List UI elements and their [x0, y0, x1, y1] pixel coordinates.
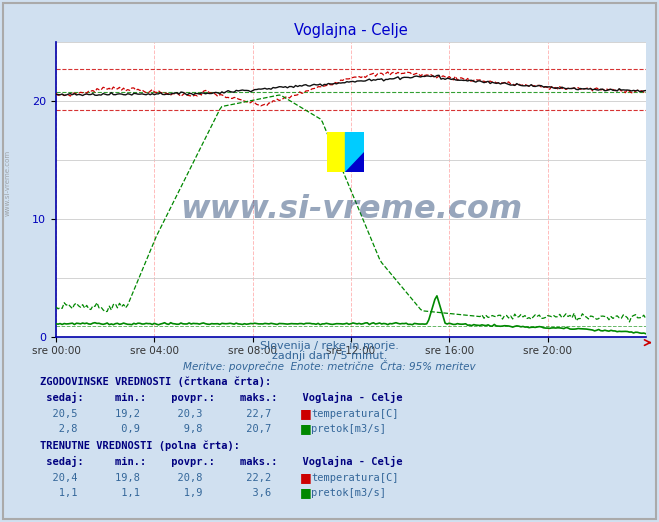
Text: TRENUTNE VREDNOSTI (polna črta):: TRENUTNE VREDNOSTI (polna črta): [40, 441, 239, 452]
Text: pretok[m3/s]: pretok[m3/s] [311, 424, 386, 434]
Text: temperatura[C]: temperatura[C] [311, 473, 399, 483]
Text: sedaj:     min.:    povpr.:    maks.:    Voglajna - Celje: sedaj: min.: povpr.: maks.: Voglajna - C… [40, 456, 402, 467]
Text: ■: ■ [300, 407, 312, 420]
Text: zadnji dan / 5 minut.: zadnji dan / 5 minut. [272, 351, 387, 361]
Text: temperatura[C]: temperatura[C] [311, 409, 399, 419]
Text: ■: ■ [300, 471, 312, 484]
Text: 1,1       1,1       1,9        3,6: 1,1 1,1 1,9 3,6 [40, 489, 271, 499]
Text: ■: ■ [300, 487, 312, 500]
Text: ■: ■ [300, 422, 312, 435]
Text: pretok[m3/s]: pretok[m3/s] [311, 489, 386, 499]
Text: ZGODOVINSKE VREDNOSTI (črtkana črta):: ZGODOVINSKE VREDNOSTI (črtkana črta): [40, 377, 271, 387]
Title: Voglajna - Celje: Voglajna - Celje [294, 23, 408, 38]
Text: 20,5      19,2      20,3       22,7: 20,5 19,2 20,3 22,7 [40, 409, 271, 419]
Text: sedaj:     min.:    povpr.:    maks.:    Voglajna - Celje: sedaj: min.: povpr.: maks.: Voglajna - C… [40, 392, 402, 403]
Text: www.si-vreme.com: www.si-vreme.com [180, 194, 522, 226]
Text: www.si-vreme.com: www.si-vreme.com [5, 150, 11, 216]
Text: Meritve: povprečne  Enote: metrične  Črta: 95% meritev: Meritve: povprečne Enote: metrične Črta:… [183, 360, 476, 372]
Text: Slovenija / reke in morje.: Slovenija / reke in morje. [260, 341, 399, 351]
Polygon shape [345, 133, 364, 172]
Text: 2,8       0,9       9,8       20,7: 2,8 0,9 9,8 20,7 [40, 424, 271, 434]
Text: 20,4      19,8      20,8       22,2: 20,4 19,8 20,8 22,2 [40, 473, 271, 483]
Polygon shape [345, 152, 364, 172]
